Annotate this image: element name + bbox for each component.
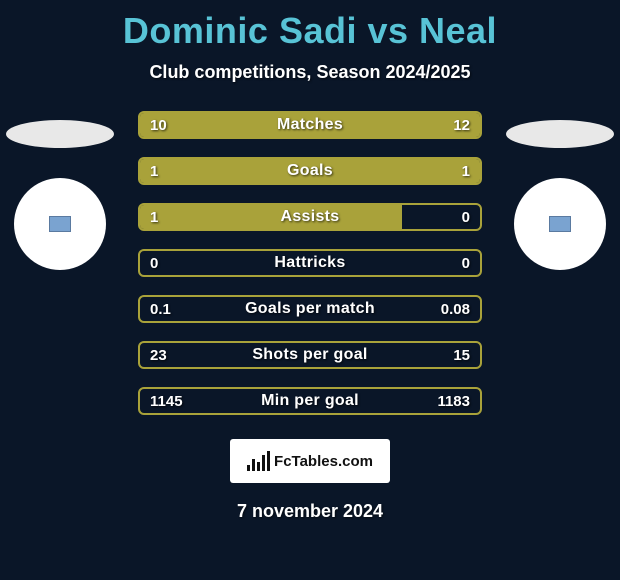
stat-label: Hattricks [140, 251, 480, 275]
stat-label: Goals per match [140, 297, 480, 321]
stat-row: 00Hattricks [138, 249, 482, 277]
stat-label: Assists [140, 205, 480, 229]
stat-label: Goals [140, 159, 480, 183]
site-logo: FcTables.com [230, 439, 390, 483]
stat-row: 2315Shots per goal [138, 341, 482, 369]
player-left-avatars [0, 120, 120, 270]
subtitle: Club competitions, Season 2024/2025 [0, 62, 620, 83]
stat-row: 10Assists [138, 203, 482, 231]
player-left-club-badge [14, 178, 106, 270]
flag-placeholder-icon [549, 216, 571, 232]
stat-label: Matches [140, 113, 480, 137]
stat-row: 11Goals [138, 157, 482, 185]
stat-label: Shots per goal [140, 343, 480, 367]
bar-chart-icon [247, 451, 270, 471]
player-left-shadow [6, 120, 114, 148]
stat-row: 0.10.08Goals per match [138, 295, 482, 323]
player-right-avatars [500, 120, 620, 270]
stat-row: 11451183Min per goal [138, 387, 482, 415]
player-right-club-badge [514, 178, 606, 270]
page-title: Dominic Sadi vs Neal [0, 0, 620, 52]
player-right-shadow [506, 120, 614, 148]
stat-label: Min per goal [140, 389, 480, 413]
stat-row: 1012Matches [138, 111, 482, 139]
logo-text: FcTables.com [274, 453, 373, 470]
footer-date: 7 november 2024 [0, 501, 620, 522]
flag-placeholder-icon [49, 216, 71, 232]
stats-bar-chart: 1012Matches 11Goals 10Assists 00Hattricks 0.… [138, 111, 482, 415]
